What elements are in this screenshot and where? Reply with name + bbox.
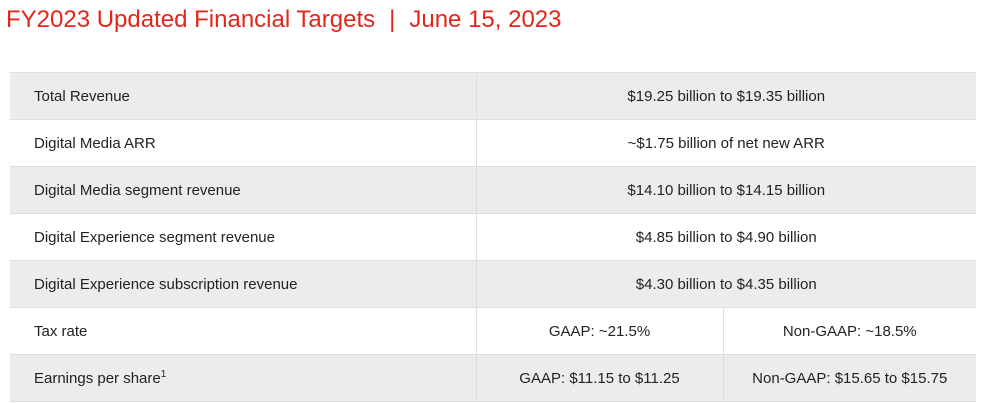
eps-footnote-marker: 1 [160,368,167,380]
title-date: June 15, 2023 [409,6,562,33]
row-value: $19.25 billion to $19.35 billion [476,72,976,120]
title-separator: | [389,6,396,33]
page-title: FY2023 Updated Financial Targets | June 15… [6,6,562,34]
row-value: $4.85 billion to $4.90 billion [476,213,976,261]
table-row: Earnings per share1 GAAP: $11.15 to $11.… [10,354,976,402]
row-label: Digital Media segment revenue [10,166,477,214]
table-row: Digital Experience segment revenue $4.85… [10,213,976,261]
row-label: Digital Media ARR [10,119,477,167]
tax-rate-gaap: GAAP: ~21.5% [476,307,724,355]
eps-gaap: GAAP: $11.15 to $11.25 [476,354,724,402]
table-row: Tax rate GAAP: ~21.5% Non-GAAP: ~18.5% [10,307,976,355]
tax-rate-label: Tax rate [10,307,477,355]
row-value: $14.10 billion to $14.15 billion [476,166,976,214]
eps-non-gaap: Non-GAAP: $15.65 to $15.75 [723,354,976,402]
tax-rate-non-gaap: Non-GAAP: ~18.5% [723,307,976,355]
row-label: Total Revenue [10,72,477,120]
eps-label: Earnings per share [34,369,161,387]
title-text: FY2023 Updated Financial Targets [6,6,376,33]
row-label: Digital Experience subscription revenue [10,260,477,308]
eps-label-cell: Earnings per share1 [10,354,477,402]
table-row: Digital Experience subscription revenue … [10,260,976,308]
table-row: Digital Media ARR ~$1.75 billion of net … [10,119,976,167]
table-row: Total Revenue $19.25 billion to $19.35 b… [10,72,976,120]
financial-targets-table: Total Revenue $19.25 billion to $19.35 b… [10,72,976,402]
row-value: $4.30 billion to $4.35 billion [476,260,976,308]
row-value: ~$1.75 billion of net new ARR [476,119,976,167]
row-label: Digital Experience segment revenue [10,213,477,261]
table-row: Digital Media segment revenue $14.10 bil… [10,166,976,214]
